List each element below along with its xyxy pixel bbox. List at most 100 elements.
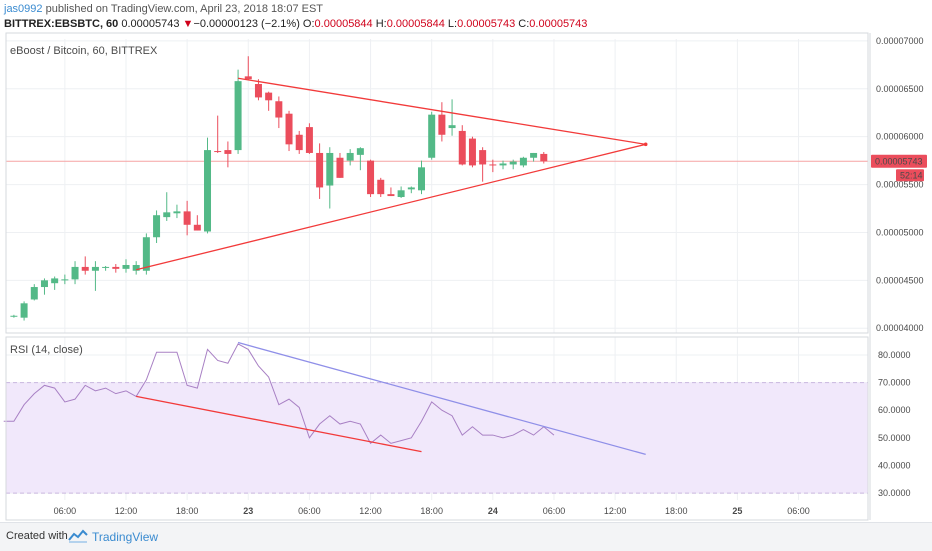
- candle-up: [428, 114, 436, 158]
- open-label: O:: [302, 18, 315, 30]
- rsi-tick-label: 80.0000: [878, 350, 911, 360]
- ticker-symbol: BITTREX:EBSBTC, 60: [4, 18, 119, 30]
- chart-canvas[interactable]: 0.00007000 0.00006500 0.00006000 0.00005500…: [0, 0, 932, 522]
- candle-up: [499, 163, 507, 166]
- candle-down: [265, 92, 273, 101]
- rsi-tick-label: 50.0000: [878, 433, 911, 443]
- price-pane-border: [5, 32, 869, 334]
- candle-down: [479, 150, 487, 165]
- price-tick-label: 0.00005500: [876, 180, 924, 190]
- rsi-trendlines[interactable]: [136, 341, 646, 456]
- candle-up: [519, 157, 527, 166]
- candle-down: [458, 130, 466, 165]
- current-price-label: 0.00005743: [875, 156, 923, 166]
- time-axis[interactable]: 06:00 12:00 18:00 23 06:00 12:00 18:00 24 06:00 1…: [54, 506, 810, 516]
- countdown-label: 52:14: [900, 170, 923, 180]
- candle-up: [91, 266, 99, 271]
- rsi-axis[interactable]: 80.0000 70.0000 60.0000 50.0000 40.0000 30.00…: [878, 350, 911, 498]
- low-value: 0.00005743: [457, 18, 516, 30]
- candle-up: [173, 211, 181, 214]
- candle-down: [183, 211, 191, 225]
- candle-up: [142, 237, 150, 271]
- rsi-tick-label: 60.0000: [878, 405, 911, 415]
- candle-up: [234, 81, 242, 151]
- candle-down: [387, 194, 395, 197]
- candle-up: [40, 280, 48, 288]
- time-tick-label: 12:00: [604, 506, 627, 516]
- pane-frame: [5, 32, 871, 521]
- candle-up: [102, 266, 110, 268]
- rsi-trendline: [237, 341, 646, 456]
- created-with-text: Created with: [6, 530, 68, 542]
- candle-up: [346, 152, 354, 161]
- candles: [10, 56, 548, 321]
- price-change: −0.00000123 (−2.1%): [193, 18, 300, 30]
- candle-down: [305, 127, 313, 153]
- candle-down: [285, 113, 293, 145]
- rsi-tick-label: 30.0000: [878, 488, 911, 498]
- candle-down: [377, 179, 385, 195]
- candle-up: [163, 212, 171, 218]
- candle-up: [448, 125, 456, 129]
- tradingview-logo-icon: [68, 529, 88, 543]
- rsi-pane-border: [5, 336, 869, 521]
- candle-up: [418, 167, 425, 191]
- candle-up: [51, 278, 59, 284]
- candle-down: [193, 224, 201, 231]
- current-price-badge: 0.00005743: [871, 154, 927, 168]
- candle-up: [71, 266, 79, 280]
- candle-down: [112, 266, 120, 269]
- candle-up: [407, 187, 415, 190]
- price-trendline: [237, 77, 646, 145]
- rsi-pane-title: RSI (14, close): [10, 344, 83, 356]
- candle-down: [224, 150, 232, 154]
- candle-down: [489, 164, 497, 166]
- price-axis[interactable]: 0.00007000 0.00006500 0.00006000 0.00005500…: [876, 36, 924, 333]
- price-trendlines[interactable]: [136, 77, 648, 271]
- candle-down: [540, 153, 548, 162]
- candle-up: [61, 279, 69, 281]
- price-trendline: [136, 143, 646, 271]
- candle-down: [316, 152, 324, 188]
- time-tick-label: 18:00: [176, 506, 199, 516]
- publish-header: jas0992 published on TradingView.com, Ap…: [4, 2, 323, 17]
- close-value: 0.00005743: [529, 18, 588, 30]
- last-price: 0.00005743: [121, 18, 180, 30]
- high-value: 0.00005844: [386, 18, 445, 30]
- countdown-badge: 52:14: [896, 169, 924, 182]
- time-tick-label: 12:00: [115, 506, 138, 516]
- time-tick-label: 23: [243, 506, 253, 516]
- candle-down: [275, 101, 283, 118]
- price-pane-title: eBoost / Bitcoin, 60, BITTREX: [10, 45, 158, 57]
- candle-up: [30, 287, 38, 300]
- price-tick-label: 0.00006000: [876, 132, 924, 142]
- time-tick-label: 06:00: [787, 506, 810, 516]
- time-tick-label: 06:00: [54, 506, 77, 516]
- candle-up: [530, 152, 538, 158]
- price-tick-label: 0.00006500: [876, 84, 924, 94]
- time-tick-label: 06:00: [298, 506, 321, 516]
- rsi-trendline: [136, 395, 422, 453]
- down-arrow-icon: ▼: [182, 18, 194, 30]
- rsi-tick-label: 70.0000: [878, 378, 911, 388]
- candle-up: [132, 265, 140, 271]
- tradingview-link[interactable]: TradingView: [92, 530, 159, 544]
- candle-up: [153, 215, 161, 238]
- low-label: L:: [447, 18, 458, 30]
- candle-down: [295, 134, 303, 151]
- time-tick-label: 12:00: [359, 506, 382, 516]
- time-tick-label: 25: [732, 506, 742, 516]
- candle-down: [244, 76, 252, 80]
- time-tick-label: 06:00: [543, 506, 566, 516]
- candle-up: [204, 150, 212, 232]
- candle-up: [397, 190, 405, 198]
- author-link[interactable]: jas0992: [4, 3, 43, 15]
- candle-down: [468, 138, 476, 166]
- footer-bar: Created with TradingView: [0, 522, 932, 551]
- candle-down: [254, 84, 262, 98]
- rsi-band-lines: [6, 382, 868, 494]
- time-tick-label: 24: [488, 506, 498, 516]
- time-tick-label: 18:00: [665, 506, 688, 516]
- apex-point: [643, 142, 648, 147]
- rsi-band: [6, 382, 868, 494]
